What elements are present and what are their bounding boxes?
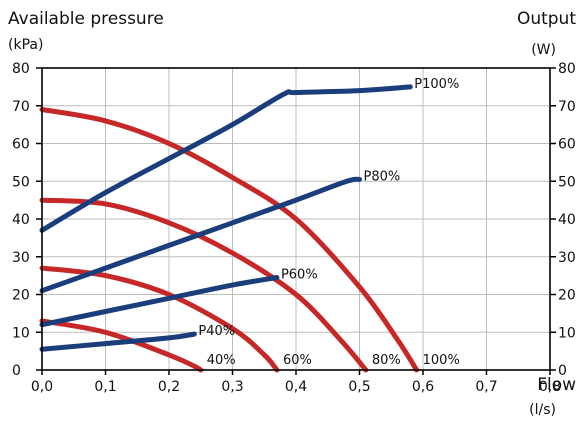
y-tick-label-right: 10 (558, 325, 576, 341)
output-label: P100% (414, 77, 459, 92)
y-tick-label-left: 50 (12, 174, 30, 190)
plot-frame (41, 67, 551, 371)
pressure-line-60pct (39, 265, 280, 373)
output-label: P80% (364, 169, 401, 184)
x-tick-label: 0,3 (221, 379, 243, 395)
y-tick-label-left: 30 (12, 250, 30, 266)
y-tick-label-left: 0 (12, 363, 21, 379)
x-tick-label: 0,6 (412, 379, 434, 395)
y-tick-label-right: 60 (558, 137, 576, 153)
output-line-p40pct (39, 331, 197, 352)
x-tick-label: 0,5 (348, 379, 370, 395)
y-tick-label-right: 40 (558, 212, 576, 228)
pressure-label: 80% (372, 353, 401, 368)
pressure-line-40pct (39, 318, 204, 373)
pressure-label: 60% (283, 353, 312, 368)
y-tick-label-left: 80 (12, 61, 30, 77)
output-label: P60% (281, 268, 318, 283)
y-tick-label-left: 10 (12, 325, 30, 341)
series-labels: 100% 80% 60% 40% P100% P80% P60% P40% (198, 77, 459, 368)
output-line-p100pct (39, 84, 413, 233)
y-tick-label-right: 30 (558, 250, 576, 266)
y-tick-label-right: 80 (558, 61, 576, 77)
y-tick-label-left: 20 (12, 288, 30, 304)
left-axis-unit: (kPa) (8, 37, 43, 53)
pressure-line-100pct (39, 107, 420, 373)
x-tick-label: 0,0 (31, 379, 53, 395)
left-axis-title: Available pressure (8, 9, 164, 29)
y-tick-label-right: 0 (558, 363, 567, 379)
y-tick-label-left: 40 (12, 212, 30, 228)
right-axis-title: Output (517, 9, 576, 29)
pressure-label: 40% (207, 353, 236, 368)
x-tick-label: 0,4 (285, 379, 307, 395)
x-tick-label: 0,8 (539, 379, 561, 395)
output-line-p80pct (39, 176, 362, 294)
x-tick-label: 0,7 (475, 379, 497, 395)
y-tick-label-left: 60 (12, 137, 30, 153)
y-tick-label-left: 70 (12, 99, 30, 115)
pressure-curves (39, 107, 420, 373)
output-curves (39, 84, 413, 352)
y-tick-label-right: 70 (558, 99, 576, 115)
output-label: P40% (198, 324, 235, 339)
y-tick-label-right: 20 (558, 288, 576, 304)
x-axis-unit: (l/s) (529, 402, 556, 418)
pressure-label: 100% (423, 353, 460, 368)
output-line-p60pct (39, 275, 280, 328)
x-tick-label: 0,2 (158, 379, 180, 395)
right-axis-unit: (W) (531, 42, 556, 58)
pressure-line-80pct (39, 197, 369, 373)
y-tick-label-right: 50 (558, 174, 576, 190)
x-tick-label: 0,1 (94, 379, 116, 395)
x-axis-title: Flow (537, 375, 576, 395)
